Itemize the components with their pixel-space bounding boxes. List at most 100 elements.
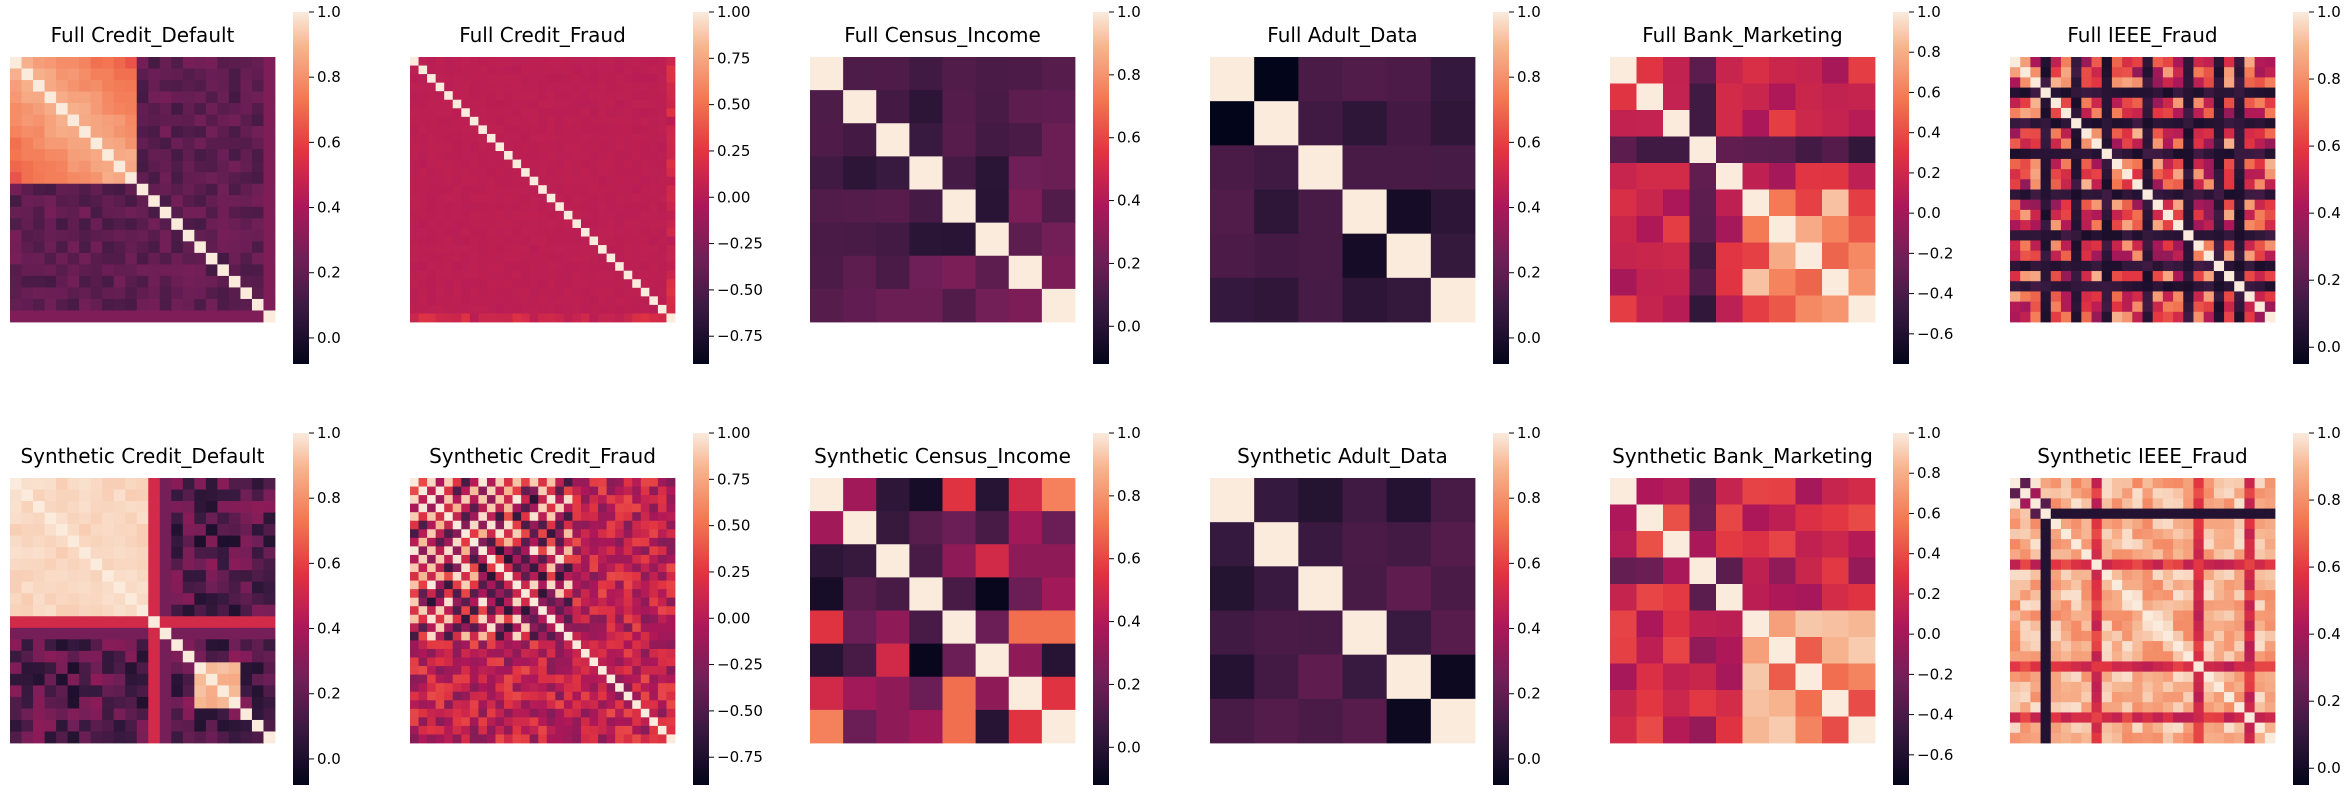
heatmap-cell: [2132, 620, 2143, 632]
heatmap-cell: [521, 287, 531, 297]
heatmap-cell: [649, 572, 659, 581]
heatmap-cell: [2142, 281, 2154, 292]
heatmap-cell: [563, 176, 573, 186]
heatmap-cell: [469, 683, 479, 693]
heatmap-cell: [240, 149, 253, 162]
heatmap-cell: [461, 580, 471, 590]
heatmap-cell: [486, 219, 496, 229]
heatmap-cell: [632, 700, 642, 710]
heatmap-cell: [2101, 301, 2113, 313]
heatmap-cell: [478, 546, 488, 556]
heatmap-cell: [1636, 557, 1664, 585]
heatmap-cell: [435, 589, 445, 599]
heatmap-cell: [615, 176, 625, 186]
heatmap-cell: [427, 486, 437, 496]
heatmap-cell: [102, 604, 115, 617]
heatmap-cell: [10, 547, 22, 560]
heatmap-cell: [67, 627, 80, 640]
heatmap-cell: [2264, 559, 2276, 571]
heatmap-panel: Synthetic Credit_Default1.00.80.60.40.20…: [10, 424, 341, 785]
heatmap-cell: [2081, 118, 2092, 129]
heatmap-cell: [2101, 712, 2113, 724]
heatmap-cell: [2152, 722, 2164, 734]
heatmap-cell: [606, 125, 616, 135]
heatmap-cell: [2234, 169, 2245, 180]
heatmap-cell: [632, 478, 642, 487]
heatmap-cell: [555, 495, 565, 505]
heatmap-cell: [2071, 641, 2082, 652]
heatmap-cell: [10, 489, 22, 502]
heatmap-cell: [640, 287, 650, 297]
heatmap-cell: [623, 691, 633, 701]
heatmap-cell: [217, 241, 230, 254]
heatmap-cell: [159, 218, 172, 231]
heatmap-cell: [263, 275, 276, 288]
heatmap-cell: [2091, 87, 2103, 99]
heatmap-cell: [228, 731, 241, 744]
heatmap-cell: [2010, 199, 2021, 211]
heatmap-cell: [632, 176, 642, 186]
heatmap-cell: [504, 614, 513, 624]
heatmap-cell: [486, 108, 496, 118]
heatmap-cell: [657, 176, 667, 186]
heatmap-cell: [171, 673, 184, 686]
heatmap-cell: [615, 227, 625, 237]
heatmap-cell: [632, 262, 642, 272]
heatmap-cell: [2132, 508, 2143, 520]
heatmap-cell: [2254, 681, 2266, 693]
heatmap-cell: [1298, 698, 1343, 744]
heatmap-cell: [572, 572, 582, 581]
heatmap-cell: [2050, 508, 2062, 520]
heatmap-cell: [67, 206, 80, 219]
heatmap-cell: [2040, 539, 2052, 550]
heatmap-cell: [843, 156, 877, 190]
heatmap-cell: [125, 91, 138, 104]
heatmap-cell: [598, 700, 608, 710]
heatmap-cell: [2173, 559, 2184, 571]
heatmap-cell: [44, 489, 57, 502]
heatmap-cell: [1716, 57, 1743, 84]
heatmap-cell: [2091, 77, 2103, 88]
heatmap-cell: [125, 719, 138, 732]
heatmap-cell: [461, 159, 471, 169]
heatmap-cell: [67, 570, 80, 583]
heatmap-cell: [615, 546, 625, 556]
heatmap-cell: [10, 149, 22, 162]
heatmap-cell: [589, 589, 599, 599]
heatmap-cell: [90, 489, 103, 502]
heatmap-cell: [512, 648, 522, 658]
heatmap-cell: [228, 57, 241, 69]
heatmap-cell: [444, 674, 454, 684]
heatmap-cell: [263, 604, 276, 617]
heatmap-cell: [632, 91, 642, 101]
heatmap-cell: [217, 114, 230, 127]
heatmap-cell: [2091, 539, 2103, 550]
heatmap-cell: [580, 640, 590, 650]
heatmap-cell: [240, 195, 253, 208]
heatmap-cell: [67, 489, 80, 502]
heatmap-cell: [159, 685, 172, 698]
heatmap-cell: [495, 279, 505, 289]
heatmap-cell: [512, 563, 522, 573]
heatmap-cell: [2060, 189, 2072, 201]
heatmap-cell: [67, 264, 80, 277]
heatmap-cell: [495, 236, 505, 246]
heatmap-cell: [580, 108, 590, 118]
heatmap-cell: [21, 287, 34, 300]
heatmap-cell: [228, 126, 241, 139]
heatmap-cell: [1795, 163, 1823, 190]
heatmap-cell: [843, 123, 877, 157]
heatmap-cell: [2060, 148, 2072, 160]
heatmap-cell: [2244, 661, 2256, 673]
heatmap-cell: [2254, 148, 2266, 160]
heatmap-cell: [563, 287, 573, 297]
heatmap-cell: [632, 193, 642, 203]
heatmap-cell: [2091, 240, 2103, 252]
heatmap-cell: [21, 604, 34, 617]
heatmap-cell: [666, 717, 676, 727]
heatmap-cell: [598, 537, 608, 547]
heatmap-cell: [615, 580, 625, 590]
heatmap-cell: [2081, 508, 2092, 520]
heatmap-cell: [657, 253, 667, 263]
heatmap-cell: [2193, 311, 2205, 323]
